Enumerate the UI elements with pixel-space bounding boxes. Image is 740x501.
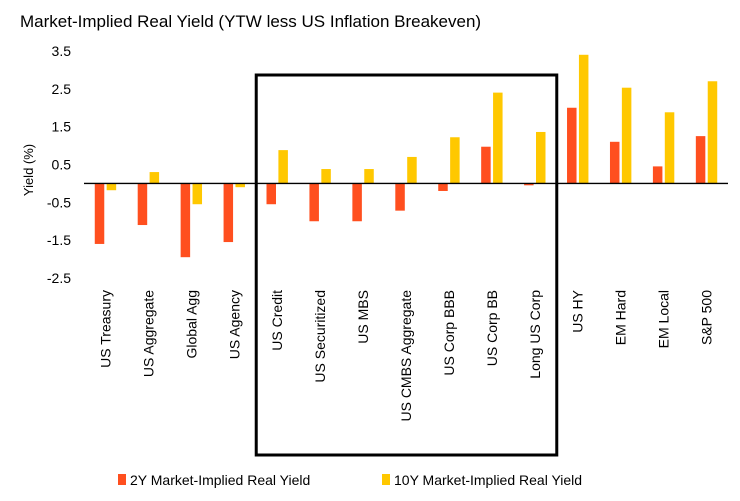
- bar-2y: [180, 183, 191, 258]
- bar-2y: [609, 141, 620, 184]
- bar-10y: [621, 87, 632, 184]
- category-label: S&P 500: [699, 290, 715, 345]
- bar-2y: [137, 183, 148, 226]
- bar-10y: [493, 92, 503, 184]
- legend-swatch: [118, 474, 126, 485]
- y-tick-label: -2.5: [47, 270, 71, 286]
- bar-10y: [235, 183, 245, 188]
- bar-2y: [94, 183, 105, 244]
- category-label: US Corp BBB: [441, 290, 457, 376]
- category-label: EM Hard: [613, 290, 629, 345]
- bar-2y: [438, 183, 448, 191]
- bar-2y: [567, 107, 577, 184]
- category-label: US Credit: [269, 290, 285, 351]
- legend-label: 10Y Market-Implied Real Yield: [394, 472, 582, 488]
- bar-10y: [149, 172, 160, 184]
- bar-10y: [278, 150, 288, 184]
- category-label: EM Local: [656, 290, 672, 348]
- bar-2y: [695, 136, 706, 184]
- category-label: US CMBS Aggregate: [398, 290, 414, 422]
- category-label: US Corp BB: [484, 290, 500, 366]
- bar-10y: [192, 183, 203, 205]
- y-tick-label: 3.5: [52, 43, 72, 59]
- chart-title: Market-Implied Real Yield (YTW less US I…: [20, 12, 481, 31]
- category-label: US Agency: [226, 290, 242, 359]
- y-axis-ticks: 3.5 2.5 1.5 0.5 -0.5 -1.5 -2.5: [47, 43, 71, 286]
- bar-10y: [321, 169, 331, 184]
- bar-2y: [481, 146, 491, 184]
- category-label: Global Agg: [183, 290, 199, 359]
- bar-10y: [664, 112, 675, 184]
- category-label: US HY: [570, 289, 586, 332]
- bar-2y: [524, 183, 534, 186]
- bar-2y: [352, 183, 362, 222]
- bar-10y: [707, 81, 718, 184]
- category-label: US MBS: [355, 290, 371, 344]
- y-tick-label: 1.5: [52, 119, 72, 135]
- legend-swatch: [382, 474, 390, 485]
- legend-label: 2Y Market-Implied Real Yield: [130, 472, 310, 488]
- y-tick-label: 2.5: [52, 81, 72, 97]
- bar-10y: [407, 156, 417, 184]
- category-labels: US Treasury US Aggregate Global Agg US Agen…: [97, 289, 714, 421]
- y-tick-label: -0.5: [47, 194, 71, 210]
- y-tick-label: -1.5: [47, 232, 71, 248]
- category-label: US Treasury: [97, 290, 113, 368]
- bar-10y: [536, 131, 546, 184]
- category-label: US Aggregate: [140, 290, 156, 377]
- bar-2y: [309, 183, 319, 222]
- legend: 2Y Market-Implied Real Yield 10Y Market-I…: [118, 472, 582, 488]
- category-label: US Securitized: [312, 290, 328, 383]
- y-tick-label: 0.5: [52, 157, 72, 173]
- bar-2y: [266, 183, 276, 205]
- y-axis-label: Yield (%): [21, 144, 36, 196]
- highlight-box: [254, 73, 559, 457]
- bar-2y: [223, 183, 234, 243]
- bar-10y: [578, 54, 589, 184]
- category-label: Long US Corp: [527, 290, 543, 379]
- bar-2y: [652, 166, 663, 184]
- bar-10y: [106, 183, 117, 191]
- bar-10y: [364, 169, 374, 184]
- bars: [94, 54, 718, 258]
- bar-10y: [450, 137, 460, 184]
- bar-2y: [395, 183, 405, 211]
